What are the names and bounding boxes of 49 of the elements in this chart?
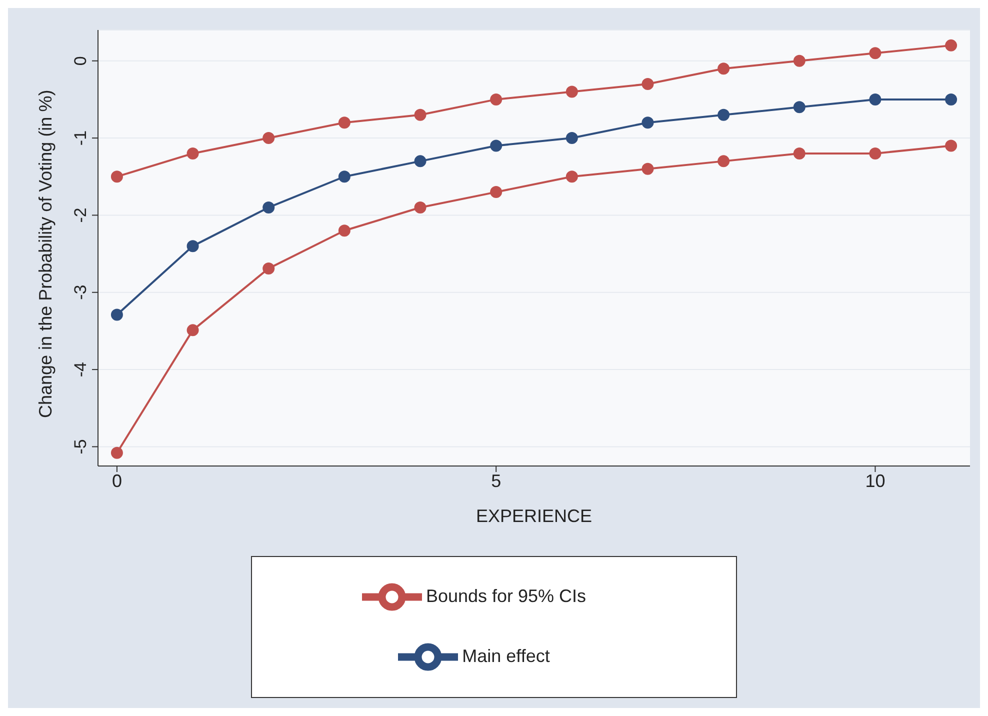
point (869, 147, 882, 160)
point (869, 47, 882, 60)
x-axis-title: EXPERIENCE (476, 506, 592, 526)
point (110, 308, 123, 321)
point (566, 132, 578, 144)
point (186, 324, 199, 336)
point (490, 140, 502, 152)
y-tick-label: -1 (71, 130, 90, 146)
point (338, 116, 350, 129)
y-tick-label: 0 (71, 56, 90, 66)
legend-label: Main effect (462, 646, 550, 666)
point (793, 101, 806, 114)
point (338, 170, 350, 183)
point (186, 240, 199, 252)
point (566, 86, 578, 98)
point (262, 201, 275, 214)
point (945, 140, 958, 152)
point (945, 93, 958, 106)
point (945, 39, 958, 52)
x-tick-label: 10 (865, 470, 886, 491)
point (718, 62, 730, 75)
point (262, 132, 275, 144)
x-tick-label: 0 (112, 470, 122, 491)
point (566, 170, 578, 183)
y-tick-label: -4 (71, 362, 90, 378)
point (718, 108, 730, 121)
point (642, 116, 654, 129)
y-tick-label: -2 (71, 208, 90, 223)
point (490, 186, 502, 198)
point (414, 155, 426, 168)
y-axis-title: Change in the Probability of Voting (in %) (35, 90, 56, 418)
point (414, 108, 426, 121)
point (338, 224, 350, 237)
point (110, 170, 123, 183)
point (186, 147, 199, 160)
y-tick-label: -5 (71, 439, 90, 454)
point (869, 93, 882, 106)
point (110, 446, 123, 459)
point (793, 54, 806, 67)
x-tick-label: 5 (491, 470, 502, 491)
point (642, 162, 654, 175)
point (490, 93, 502, 106)
point (262, 262, 275, 274)
point (718, 155, 730, 168)
point (414, 201, 426, 214)
legend-label: Bounds for 95% CIs (426, 586, 586, 606)
point (793, 147, 806, 160)
point (642, 78, 654, 90)
y-tick-label: -3 (71, 284, 90, 300)
